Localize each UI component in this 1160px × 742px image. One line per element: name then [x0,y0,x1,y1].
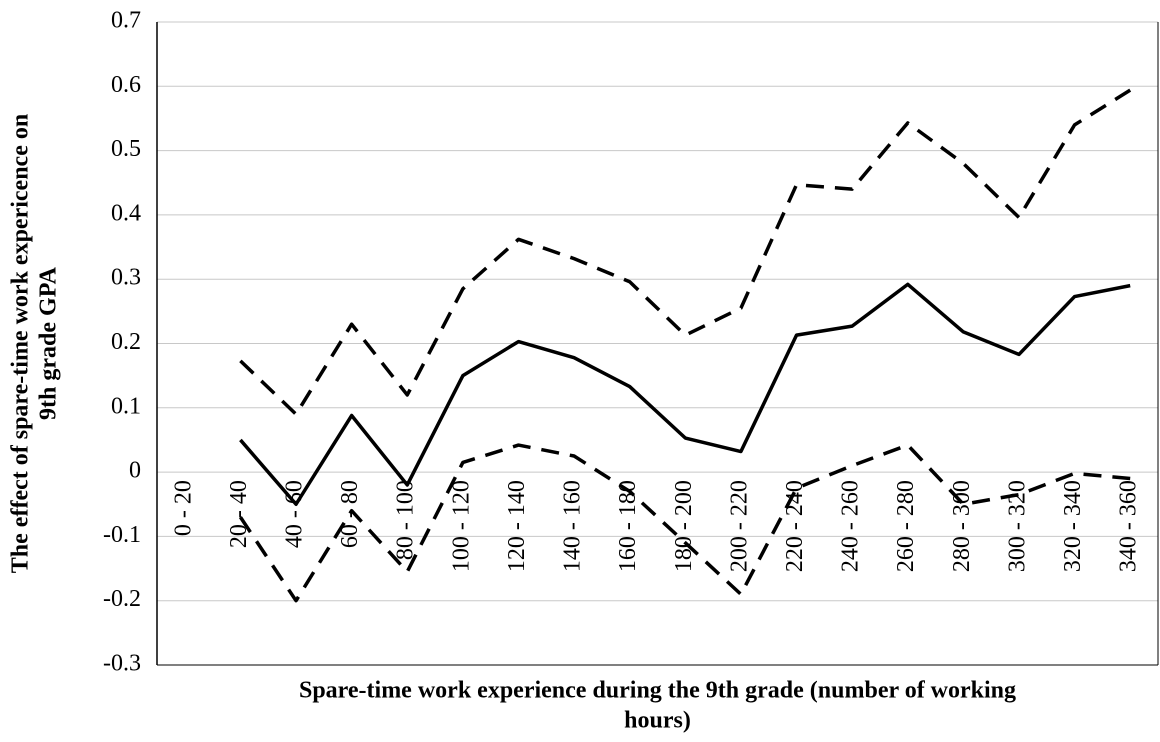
y-tick-label: -0.1 [103,522,141,548]
x-axis-title: Spare-time work experience during the 9t… [299,678,1016,704]
x-axis-title: hours) [624,708,691,734]
x-tick-label: 320 - 340 [1060,480,1086,572]
x-tick-label: 220 - 240 [782,480,808,572]
x-tick-label: 140 - 160 [560,480,586,572]
y-tick-label: 0.6 [111,72,141,98]
y-tick-label: -0.2 [103,586,141,612]
y-axis-title: 9th grade GPA [36,266,62,420]
y-tick-label: 0.3 [111,265,141,291]
y-tick-label: 0 [129,458,141,484]
x-tick-label: 100 - 120 [448,480,474,572]
x-tick-label: 0 - 20 [170,480,196,536]
y-tick-label: 0.5 [111,136,141,162]
x-tick-label: 160 - 180 [615,480,641,572]
y-tick-label: -0.3 [103,651,141,677]
y-tick-label: 0.4 [111,200,141,226]
y-tick-label: 0.7 [111,8,141,34]
x-tick-label: 120 - 140 [504,480,530,572]
y-axis-title: The effect of spare-time work expericenc… [8,114,34,573]
x-tick-label: 200 - 220 [726,480,752,572]
x-tick-label: 340 - 360 [1116,480,1142,572]
x-tick-label: 260 - 280 [893,480,919,572]
x-tick-label: 80 - 100 [393,480,419,560]
x-tick-label: 20 - 40 [226,480,252,548]
dashed-line [239,88,1132,416]
line [239,282,1131,506]
y-tick-label: 0.2 [111,329,141,355]
y-tick-label: 0.1 [111,393,141,419]
x-tick-label: 180 - 200 [671,480,697,572]
x-tick-label: 60 - 80 [337,480,363,548]
x-tick-label: 240 - 260 [838,480,864,572]
dashed-line [238,443,1131,603]
